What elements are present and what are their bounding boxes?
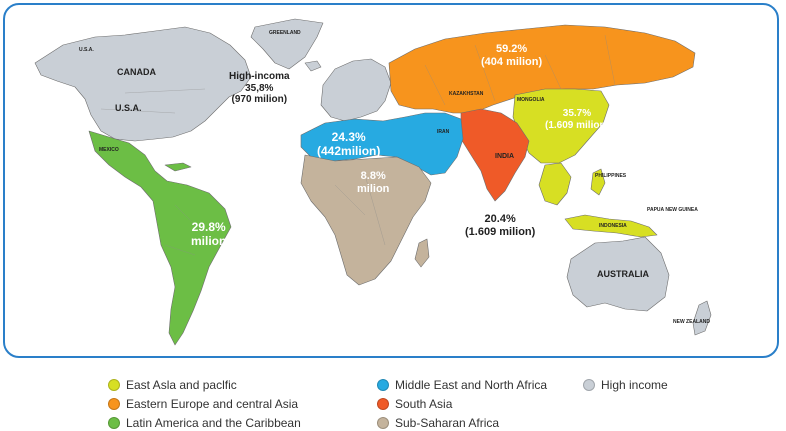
label-india: INDIA bbox=[495, 153, 515, 160]
region-eastern-europe-central-asia bbox=[388, 24, 696, 114]
region-north-america-high-income bbox=[34, 26, 252, 142]
world-map bbox=[34, 18, 712, 346]
label-usa-alaska: U.S.A. bbox=[79, 47, 94, 53]
region-iceland bbox=[304, 60, 322, 72]
legend-label: Middle East and North Africa bbox=[395, 378, 548, 392]
region-australia bbox=[566, 236, 670, 312]
legend-item: High income bbox=[583, 378, 668, 392]
legend-label: Latin America and the Caribbean bbox=[126, 416, 301, 430]
label-eastern-europe: 59.2% (404 milion) bbox=[481, 43, 543, 68]
label-sub-saharan: 8.8% milion bbox=[357, 170, 390, 195]
legend-item: East Asla and paclfic bbox=[108, 378, 237, 392]
label-mongolia: MONGOLIA bbox=[517, 97, 545, 103]
legend-swatch bbox=[108, 379, 120, 391]
label-indonesia: INDONESIA bbox=[599, 223, 627, 229]
legend-item: South Asia bbox=[377, 397, 452, 411]
label-east-asia: 35.7% (1.609 milion) bbox=[545, 108, 609, 131]
legend-item: Latin America and the Caribbean bbox=[108, 416, 301, 430]
legend-label: High income bbox=[601, 378, 668, 392]
legend-swatch bbox=[108, 417, 120, 429]
region-caribbean bbox=[164, 162, 192, 172]
legend-swatch bbox=[377, 398, 389, 410]
legend-swatch bbox=[377, 417, 389, 429]
legend-swatch bbox=[108, 398, 120, 410]
region-greenland bbox=[250, 18, 324, 70]
legend-label: Eastern Europe and central Asia bbox=[126, 397, 299, 411]
world-map-frame: U.S.A. CANADA U.S.A. GREENLAND MEXICO KA… bbox=[3, 3, 779, 358]
legend-item: Sub-Saharan Africa bbox=[377, 416, 499, 430]
legend-item: Eastern Europe and central Asia bbox=[108, 397, 298, 411]
region-philippines bbox=[590, 168, 606, 196]
label-new-zealand: NEW ZEALAND bbox=[673, 319, 710, 325]
region-sub-saharan-africa bbox=[300, 154, 432, 286]
legend-label: East Asla and paclfic bbox=[126, 378, 237, 392]
legend-swatch bbox=[583, 379, 595, 391]
label-high-income: High-incoma 35,8% (970 milion) bbox=[229, 71, 290, 105]
label-papua: PAPUA NEW GUINEA bbox=[647, 207, 698, 213]
legend-label: South Asia bbox=[395, 397, 453, 411]
label-canada: CANADA bbox=[117, 67, 156, 77]
legend-item: Middle East and North Africa bbox=[377, 378, 547, 392]
label-latin-america: 29.8% milion bbox=[191, 220, 227, 248]
region-middle-east-north-africa bbox=[300, 112, 464, 176]
legend-label: Sub-Saharan Africa bbox=[395, 416, 500, 430]
region-southeast-asia bbox=[538, 162, 572, 206]
region-latin-america bbox=[88, 130, 232, 346]
label-australia: AUSTRALIA bbox=[597, 269, 649, 279]
label-south-asia: 20.4% (1.609 milion) bbox=[465, 213, 536, 238]
label-greenland: GREENLAND bbox=[269, 30, 301, 36]
label-middle-east: 24.3% (442milion) bbox=[317, 130, 381, 158]
region-western-europe bbox=[320, 58, 392, 122]
label-mexico: MEXICO bbox=[99, 147, 119, 153]
region-south-asia bbox=[460, 108, 530, 202]
label-usa: U.S.A. bbox=[115, 103, 142, 113]
region-indonesia bbox=[564, 214, 658, 238]
label-philippines: PHILIPPINES bbox=[595, 173, 627, 179]
map-legend: East Asla and paclfic Eastern Europe and… bbox=[0, 371, 786, 431]
region-new-zealand bbox=[692, 300, 712, 336]
legend-swatch bbox=[377, 379, 389, 391]
label-iran: IRAN bbox=[437, 129, 450, 135]
label-kazakhstan: KAZAKHSTAN bbox=[449, 91, 484, 97]
region-madagascar bbox=[414, 238, 430, 268]
